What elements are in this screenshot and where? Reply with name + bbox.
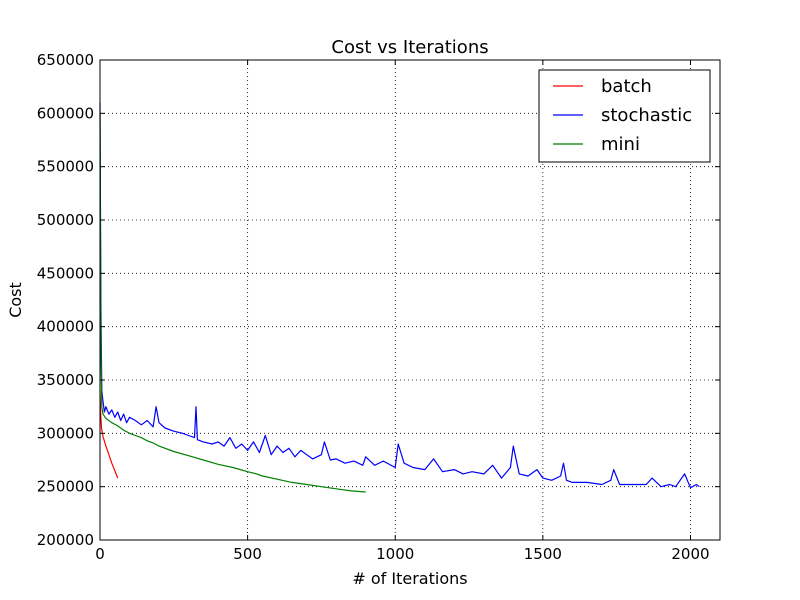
legend-label-stochastic: stochastic [601,105,692,126]
y-tick-label: 350000 [37,371,94,389]
legend-label-mini: mini [601,134,640,155]
series-line-mini [99,113,366,493]
y-tick-labels: 200000 250000 300000 350000 400000 450000 5000… [37,51,94,549]
x-tick-label: 1500 [524,545,562,563]
series-group [99,102,700,493]
series-line-batch [99,390,119,479]
y-axis-title: Cost [6,282,25,318]
legend: batch stochastic mini [538,69,711,163]
legend-label-batch: batch [601,76,652,97]
y-tick-label: 400000 [37,318,94,336]
y-tick-label: 500000 [37,211,94,229]
tick-group [99,59,720,541]
x-tick-label: 0 [95,545,105,563]
y-tick-label: 600000 [37,104,94,122]
x-tick-label: 500 [233,545,262,563]
y-tick-label: 300000 [37,424,94,442]
x-tick-labels: 0 500 1000 1500 2000 [95,545,709,563]
y-tick-label: 200000 [37,531,94,549]
x-tick-label: 1000 [376,545,414,563]
chart-title: Cost vs Iterations [331,37,488,58]
plot-frame [99,59,721,541]
legend-box [538,69,711,163]
y-tick-label: 450000 [37,264,94,282]
y-tick-label: 250000 [37,478,94,496]
series-line-stochastic [99,102,700,489]
x-axis-title: # of Iterations [352,569,467,588]
y-tick-label: 550000 [37,158,94,176]
y-tick-label: 650000 [37,51,94,69]
x-tick-label: 2000 [671,545,709,563]
